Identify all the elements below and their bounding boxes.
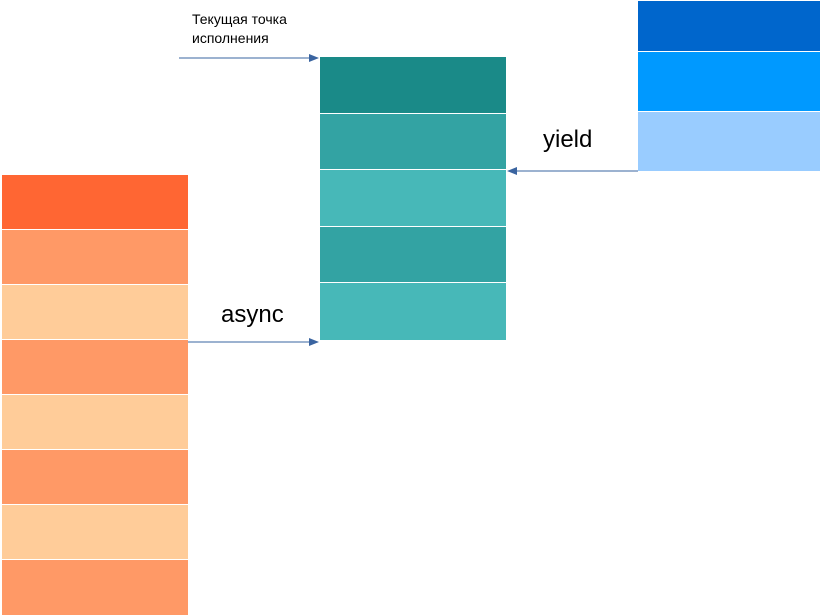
right-stack-block <box>638 52 820 112</box>
left-stack-block <box>2 340 188 395</box>
yield-label: yield <box>543 126 593 153</box>
middle-stack-block <box>320 113 506 170</box>
left-stack <box>2 175 188 615</box>
right-stack-block <box>638 1 820 52</box>
right-stack-block <box>638 112 820 171</box>
current-execution-point-label: Текущая точка исполнения <box>192 10 287 48</box>
middle-stack-block <box>320 57 506 114</box>
current-execution-point-label-line1: Текущая точка <box>192 11 287 27</box>
left-stack-block <box>2 230 188 285</box>
left-stack-block <box>2 175 188 230</box>
middle-stack-block <box>320 283 506 340</box>
current-execution-point-label-line2: исполнения <box>192 30 269 46</box>
middle-stack-block <box>320 226 506 283</box>
left-stack-block <box>2 285 188 340</box>
left-stack-block <box>2 560 188 615</box>
middle-stack <box>320 57 506 340</box>
left-stack-block <box>2 395 188 450</box>
async-label: async <box>221 301 284 328</box>
left-stack-block <box>2 450 188 505</box>
right-stack <box>638 1 820 171</box>
middle-stack-block <box>320 170 506 227</box>
left-stack-block <box>2 505 188 560</box>
